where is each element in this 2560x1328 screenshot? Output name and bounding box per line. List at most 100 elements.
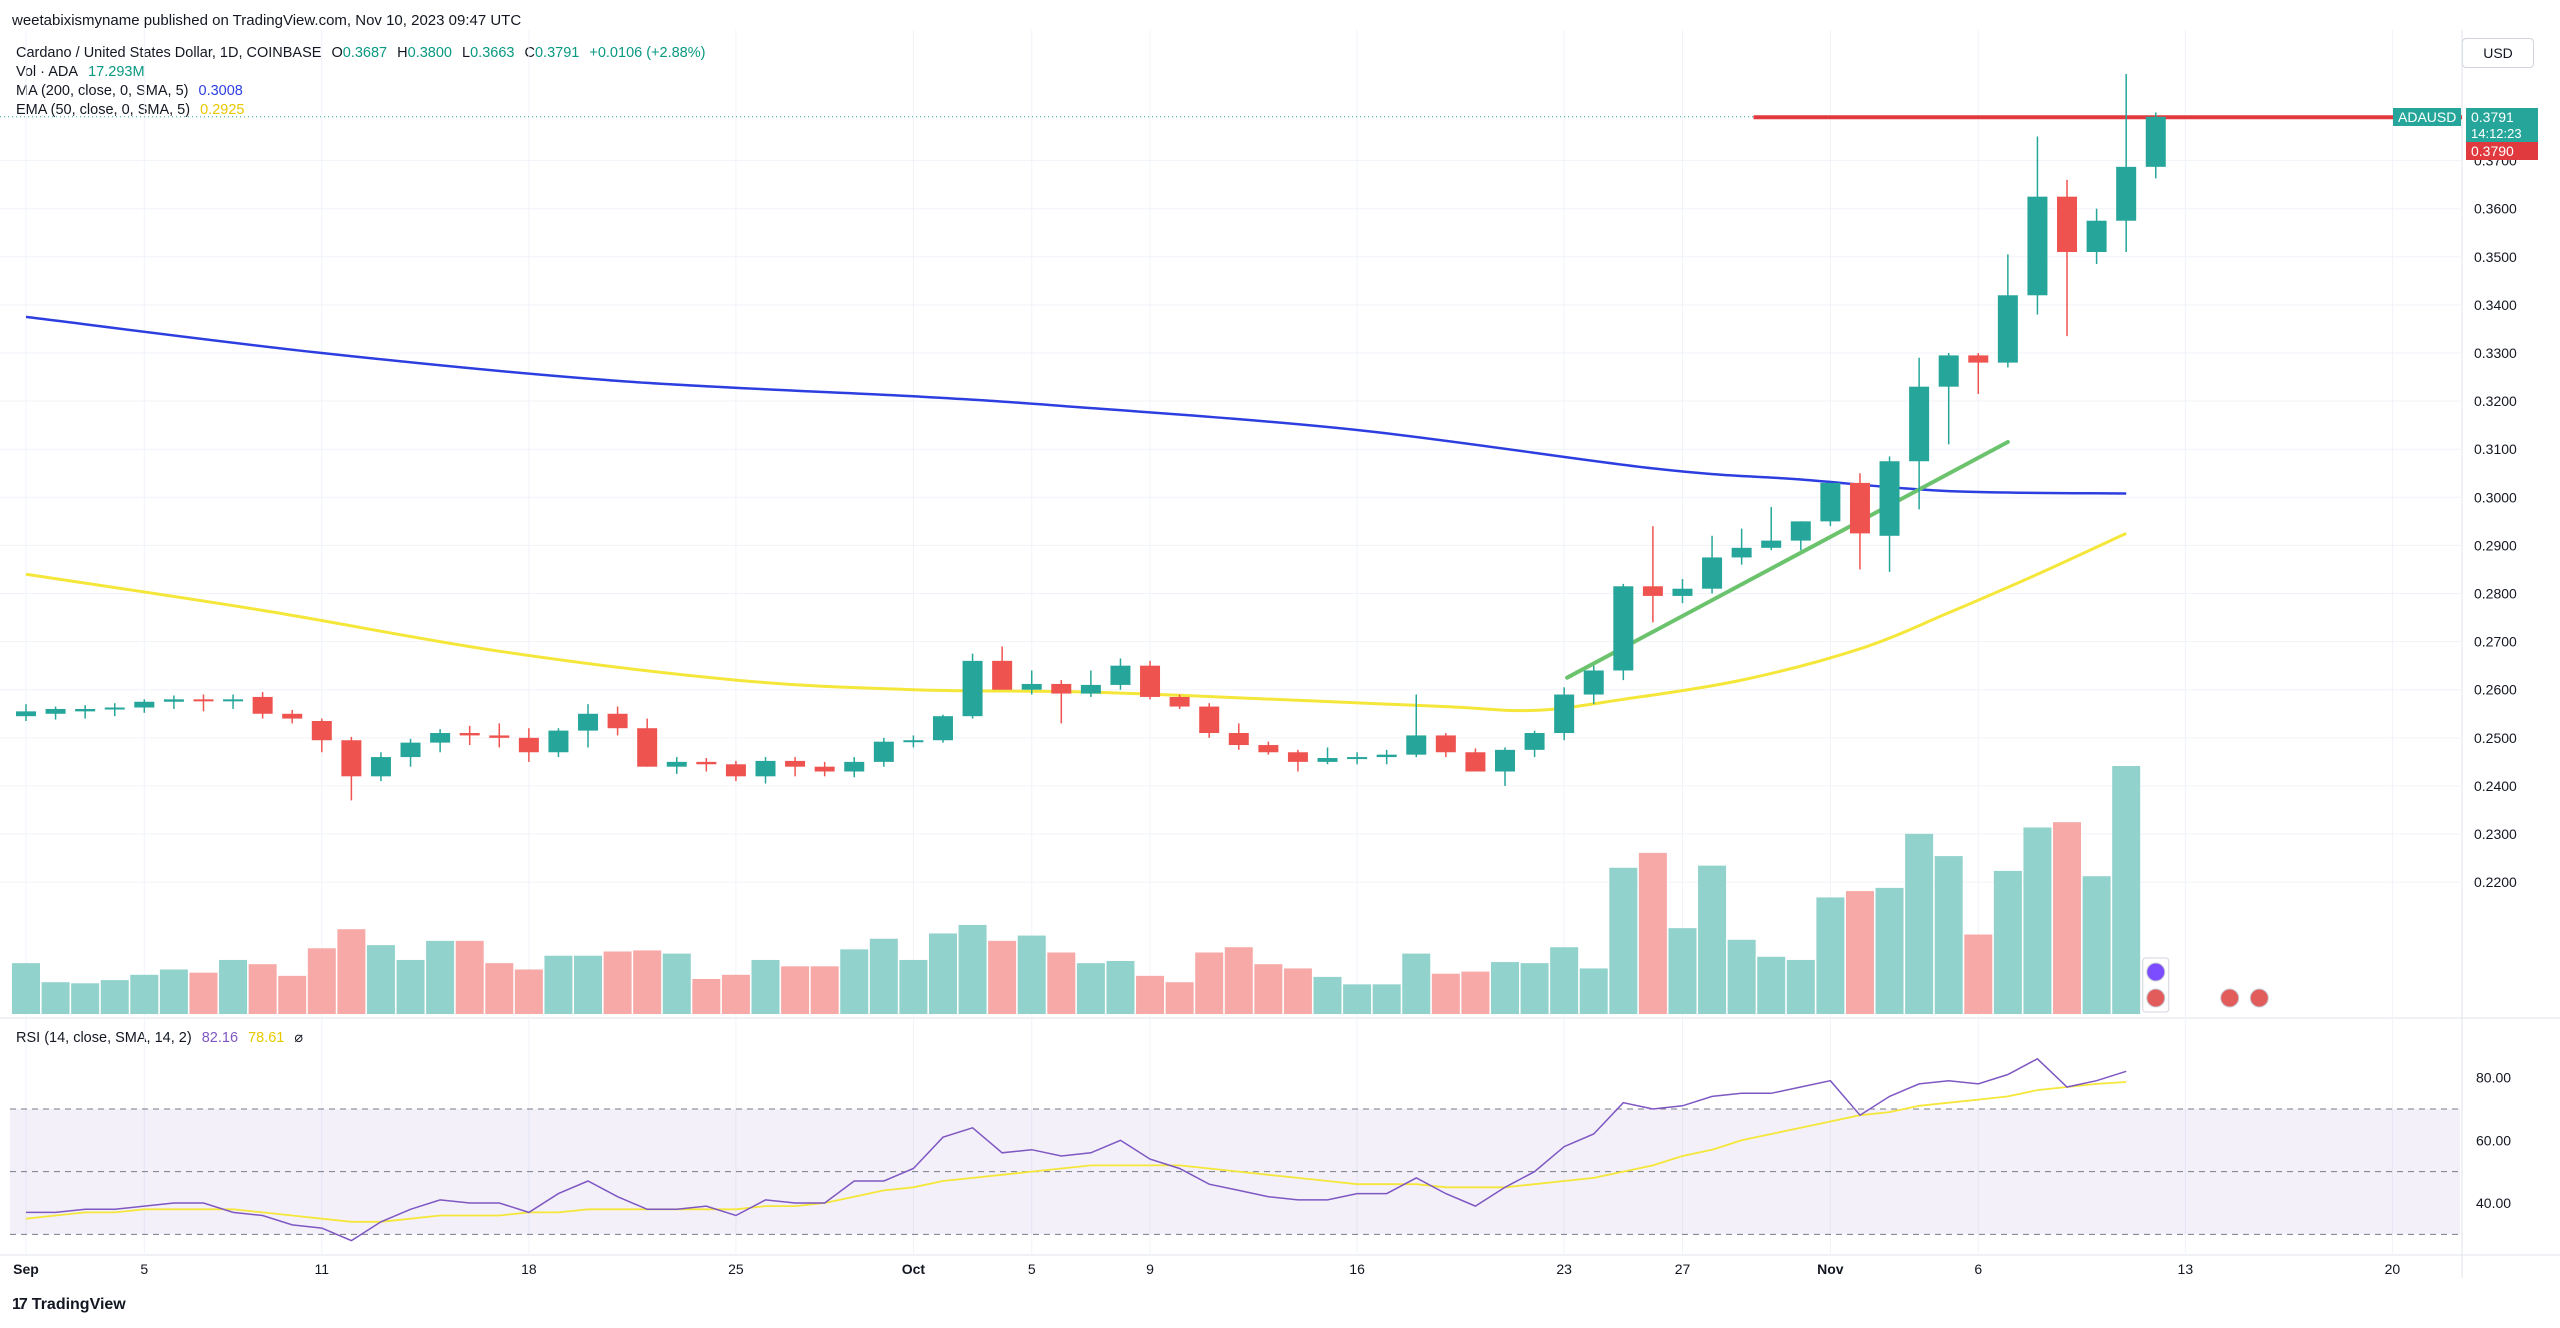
ema-legend[interactable]: EMA (50, close, 0, SMA, 5) 0.2925 xyxy=(16,101,250,119)
time-tick-label: 5 xyxy=(1028,1261,1036,1277)
candle xyxy=(1997,254,2018,368)
candle xyxy=(932,714,953,743)
rsi-legend[interactable]: RSI (14, close, SMA, 14, 2) 82.16 78.61 … xyxy=(16,1029,309,1047)
candle xyxy=(1642,526,1663,623)
candle xyxy=(637,718,658,767)
candle-body xyxy=(2057,196,2078,252)
rsi-value: 82.16 xyxy=(201,1030,239,1046)
candle-body xyxy=(370,757,391,777)
candle xyxy=(1110,658,1131,690)
price-tick-label: 0.3100 xyxy=(2474,441,2517,457)
candle-body xyxy=(252,696,273,714)
candle-body xyxy=(1258,745,1279,753)
rsi-line xyxy=(26,1057,2127,1242)
volume-bar xyxy=(2082,876,2111,1014)
candle xyxy=(1702,535,1723,594)
candle xyxy=(223,694,244,709)
candle xyxy=(489,723,510,748)
candle-body xyxy=(400,742,421,758)
candle-body xyxy=(1820,482,1841,522)
volume-bar xyxy=(1698,865,1727,1014)
volume-bar xyxy=(1313,976,1342,1014)
candle xyxy=(2027,136,2048,315)
candle xyxy=(1317,747,1338,765)
trend-line xyxy=(1565,439,2010,680)
price-tick-label: 0.3000 xyxy=(2474,489,2517,505)
volume-bar xyxy=(1520,963,1549,1014)
volume-bar xyxy=(248,964,277,1014)
price-tick-label: 0.3600 xyxy=(2474,201,2517,217)
price-tick-label: 0.2400 xyxy=(2474,778,2517,794)
candle xyxy=(903,735,924,748)
candle xyxy=(193,694,214,712)
volume-bar xyxy=(1017,935,1046,1014)
candle xyxy=(1790,521,1811,551)
candle-body xyxy=(1110,665,1131,685)
candle-body xyxy=(578,713,599,731)
currency-button[interactable]: USD xyxy=(2462,38,2534,68)
candle xyxy=(666,757,687,774)
ma-legend[interactable]: MA (200, close, 0, SMA, 5) 0.3008 xyxy=(16,82,249,100)
tv-brand: TradingView xyxy=(31,1296,126,1313)
candle-body xyxy=(1199,706,1220,734)
candle-body xyxy=(1347,757,1368,760)
symbol-title[interactable]: Cardano / United States Dollar, 1D, COIN… xyxy=(16,45,322,61)
price-tick-label: 0.2200 xyxy=(2474,874,2517,890)
volume-bar xyxy=(1076,963,1105,1014)
volume-bar xyxy=(1934,856,1963,1014)
ohlc-open: O0.3687 xyxy=(331,45,388,61)
time-tick-label: 11 xyxy=(315,1261,330,1277)
volume-bar xyxy=(130,974,159,1014)
volume-bar xyxy=(1875,887,1904,1014)
candle xyxy=(1672,579,1693,604)
rsi-label: RSI (14, close, SMA, 14, 2) xyxy=(16,1030,192,1046)
volume-bar xyxy=(1905,833,1934,1014)
candle-body xyxy=(1849,482,1870,534)
candle xyxy=(1909,357,1930,510)
volume-bar xyxy=(662,953,691,1014)
candle xyxy=(755,757,776,784)
candle xyxy=(16,704,36,721)
time-tick-label: Sep xyxy=(13,1261,39,1277)
candle xyxy=(459,725,480,746)
candle-body xyxy=(962,660,983,717)
ma200-line xyxy=(25,315,2127,495)
volume-bar xyxy=(1195,952,1224,1014)
volume-bar xyxy=(455,940,484,1014)
candle xyxy=(1938,353,1959,445)
volume-bar xyxy=(1579,968,1608,1014)
candle-body xyxy=(873,741,894,762)
volume-bar xyxy=(71,983,100,1014)
volume-bar xyxy=(219,959,248,1014)
rsi-tick-label: 40.00 xyxy=(2476,1195,2511,1211)
volume-bar xyxy=(12,963,40,1014)
candle xyxy=(1613,583,1634,681)
candle xyxy=(341,736,362,801)
price-tick-label: 0.2500 xyxy=(2474,730,2517,746)
candle-body xyxy=(666,761,687,767)
volume-bar xyxy=(1136,975,1165,1014)
time-tick-label: 25 xyxy=(728,1261,744,1277)
volume-legend[interactable]: Vol · ADA 17.293M xyxy=(16,63,151,81)
symbol-legend: Cardano / United States Dollar, 1D, COIN… xyxy=(16,44,711,62)
time-tick-label: 16 xyxy=(1349,1261,1365,1277)
candle-body xyxy=(1051,683,1072,694)
candle xyxy=(607,706,628,736)
candle xyxy=(370,752,391,782)
symbol-price-tag: ADAUSD xyxy=(2393,107,2462,126)
publisher-line: weetabixismyname published on TradingVie… xyxy=(12,12,522,29)
volume-bar xyxy=(574,955,603,1014)
volume-bar xyxy=(603,951,632,1014)
candle xyxy=(548,728,569,758)
us-flag-icon xyxy=(2220,988,2240,1008)
volume-bar xyxy=(1993,870,2022,1014)
us-flag-icon xyxy=(2146,988,2166,1008)
countdown-label: 14:12:23 xyxy=(2466,124,2538,143)
candle xyxy=(1495,747,1515,786)
tradingview-logo[interactable]: 17 TradingView xyxy=(12,1296,126,1314)
candle xyxy=(1849,473,1870,570)
candle-body xyxy=(607,713,628,729)
candle-body xyxy=(755,760,776,777)
candle xyxy=(1554,687,1575,741)
